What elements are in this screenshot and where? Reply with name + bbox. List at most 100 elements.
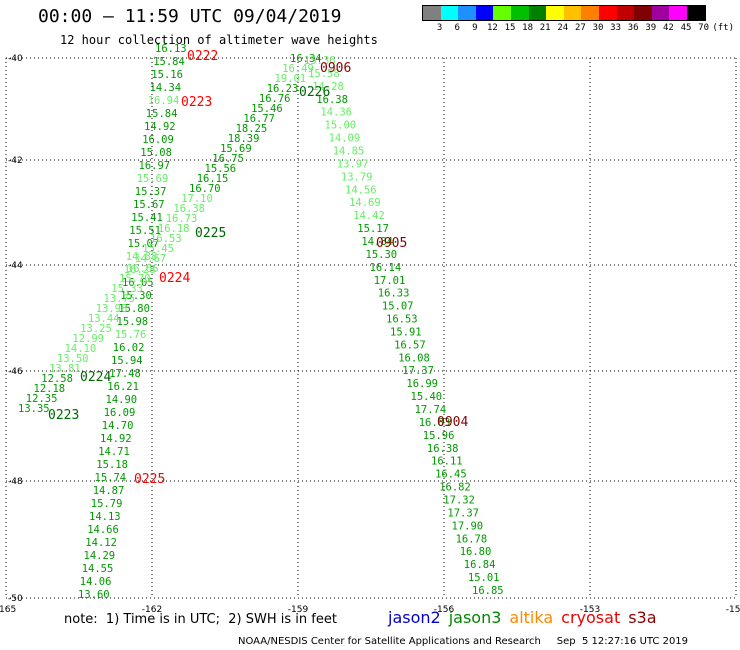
wave-height-label: 13.60 <box>78 589 110 601</box>
page-title: 00:00 — 11:59 UTC 09/04/2019 <box>38 6 342 27</box>
wave-height-label: 16.23 <box>267 83 299 95</box>
legend-swatch <box>546 6 564 20</box>
pass-time-label: 0223 <box>48 408 79 423</box>
pass-time-label: 0906 <box>320 61 351 76</box>
legend-label: 33 <box>610 23 622 33</box>
wave-height-label: 15.98 <box>117 316 149 328</box>
pass-time-label: 0904 <box>437 415 468 430</box>
wave-height-label: 13.81 <box>49 363 81 375</box>
wave-height-label: 15.70 <box>119 273 151 285</box>
pass-time-label: 0222 <box>187 49 218 64</box>
wave-height-label: 19.01 <box>275 73 307 85</box>
wave-height-label: 12.35 <box>26 393 58 405</box>
legend-label: 39 <box>645 23 657 33</box>
wave-height-label: 16.38 <box>427 443 459 455</box>
wave-height-label: 13.97 <box>337 158 369 170</box>
wave-height-label: 16.06 <box>127 263 159 275</box>
wave-height-label: 13.75 <box>104 293 136 305</box>
wave-height-label: 14.90 <box>106 394 138 406</box>
wave-height-label: 14.12 <box>85 537 117 549</box>
satellite-name: jason2 <box>388 608 441 627</box>
wave-height-label: 14.28 <box>312 81 344 93</box>
wave-height-label: 14.92 <box>100 433 132 445</box>
wave-height-label: 14.29 <box>84 550 116 562</box>
wave-height-label: 15.79 <box>91 498 123 510</box>
wave-height-label: 15.40 <box>411 391 443 403</box>
satellite-legend: jason2 jason3 altika cryosat s3a <box>388 608 665 627</box>
wave-height-label: 15.36 <box>304 55 336 67</box>
legend-swatch <box>669 6 687 20</box>
wave-height-label: 14.55 <box>82 563 114 575</box>
wave-height-label: 17.74 <box>415 404 447 416</box>
wave-height-label: 15.67 <box>133 199 165 211</box>
wave-height-label: 13.25 <box>80 323 112 335</box>
latitude-tick: -44 <box>8 261 23 271</box>
wave-height-label: 14.70 <box>102 420 134 432</box>
wave-height-label: 16.08 <box>398 352 430 364</box>
legend-label: 3 <box>436 23 443 33</box>
legend-swatch <box>686 6 705 20</box>
wave-height-label: 15.08 <box>140 147 172 159</box>
legend-labels: 3 6 9 12 15 18 21 24 27 30 33 36 39 42 45 70 (ft) <box>422 21 734 33</box>
wave-height-label: 14.13 <box>89 511 121 523</box>
pass-time-label: 0224 <box>80 370 111 385</box>
legend-swatch <box>651 6 670 20</box>
wave-height-legend: 3 6 9 12 15 18 21 24 27 30 33 36 39 42 45 70 (ft) <box>422 5 734 33</box>
satellite-tracks: 16.1315.8415.1614.3416.9415.8414.9216.09… <box>18 43 504 601</box>
wave-height-label: 15.58 <box>308 68 340 80</box>
pass-time-label: 0225 <box>134 472 165 487</box>
longitude-tick: -156 <box>434 605 455 615</box>
axis-ticks: -165 -162 -159 -156 -153 -150 -40 -42 -44 -46 -48 -… <box>0 54 740 615</box>
wave-height-label: 14.67 <box>135 253 167 265</box>
satellite-name: altika <box>509 608 554 627</box>
legend-label: 9 <box>472 23 478 33</box>
wave-height-label: 17.01 <box>374 275 406 287</box>
wave-height-label: 15.94 <box>111 355 143 367</box>
wave-height-label: 16.94 <box>148 95 180 107</box>
wave-height-label: 15.91 <box>390 327 422 339</box>
wave-height-label: 16.02 <box>113 342 145 354</box>
wave-height-label: 15.80 <box>118 303 150 315</box>
wave-height-label: 17.90 <box>452 520 484 532</box>
wave-height-label: 16.85 <box>472 585 504 597</box>
longitude-tick: -153 <box>580 605 600 615</box>
legend-label: 21 <box>539 23 551 33</box>
legend-swatch <box>510 6 529 20</box>
legend-swatch <box>581 6 599 20</box>
wave-height-label: 14.92 <box>144 121 176 133</box>
wave-height-label: 15.07 <box>128 238 160 250</box>
wave-height-label: 15.17 <box>357 223 389 235</box>
wave-height-label: 16.80 <box>460 546 492 558</box>
wave-height-label: 15.96 <box>423 430 455 442</box>
wave-height-label: 15.46 <box>251 103 283 115</box>
wave-height-label: 16.84 <box>464 559 496 571</box>
wave-height-label: 16.28 <box>124 264 156 276</box>
wave-height-label: 14.66 <box>87 524 119 536</box>
pass-time-label: 0223 <box>181 95 212 110</box>
legend-label: 30 <box>592 23 604 33</box>
wave-height-label: 15.37 <box>135 186 167 198</box>
legend-swatch <box>458 6 476 20</box>
legend-label: 6 <box>454 23 460 33</box>
wave-height-label: 16.75 <box>212 153 244 165</box>
wave-height-label: 14.88 <box>126 251 158 263</box>
wave-height-label: 16.34 <box>290 53 322 65</box>
pass-time-label: 0905 <box>376 236 407 251</box>
wave-height-label: 15.84 <box>146 108 178 120</box>
wave-height-label: 15.33 <box>111 283 143 295</box>
wave-height-label: 13.35 <box>18 403 50 415</box>
wave-height-label: 16.15 <box>197 173 229 185</box>
legend-label: 70 <box>698 23 710 33</box>
wave-height-label: 15.00 <box>325 120 357 132</box>
wave-height-label: 16.45 <box>435 469 467 481</box>
wave-height-label: 13.98 <box>96 303 128 315</box>
latitude-tick: -48 <box>8 477 23 487</box>
latitude-tick: -42 <box>8 156 23 166</box>
latitude-tick: -46 <box>8 367 23 377</box>
wave-height-label: 14.10 <box>65 343 97 355</box>
wave-height-label: 13.79 <box>341 171 373 183</box>
wave-height-label: 16.53 <box>386 314 418 326</box>
wave-height-label: 16.38 <box>173 203 205 215</box>
wave-height-label: 14.87 <box>93 485 125 497</box>
